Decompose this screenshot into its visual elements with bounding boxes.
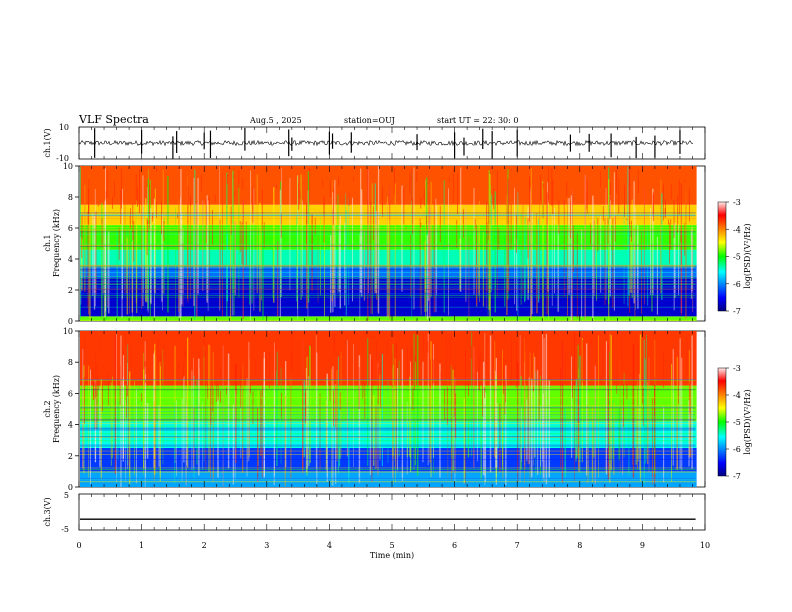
spectrogram-band — [80, 385, 697, 422]
colorbar-tick-label: -6 — [733, 445, 741, 454]
ytick-label: 8 — [68, 193, 73, 202]
ch1-ylabel: ch.1(V) — [43, 128, 52, 157]
ch1-spectrogram-image — [79, 166, 697, 321]
xtick-label: 1 — [139, 541, 144, 550]
spectrogram-band — [80, 331, 697, 386]
ch1-spectrogram-yticks: 0 2 4 6 8 10 — [63, 162, 79, 326]
ch2-spectrogram-ylabel-freq: Frequency (kHz) — [52, 375, 61, 443]
ch1-waveform-panel: 10 -10 ch.1(V) — [43, 123, 706, 163]
x-tick-marks — [78, 127, 706, 530]
station-label: station=OUJ — [344, 116, 395, 125]
ch2-spectrogram-ylabel-ch: ch.2 — [43, 400, 52, 417]
colorbar-tick-label: -3 — [733, 364, 741, 373]
ch3-ytick-top: 5 — [64, 491, 69, 500]
xtick-label: 10 — [700, 541, 710, 550]
ch1-spectrogram-ylabel-freq: Frequency (kHz) — [52, 209, 61, 277]
ch2-colorbar: -3 -4 -5 -6 -7 log(PSD)(V²/Hz) — [717, 364, 752, 481]
xtick-label: 7 — [515, 541, 520, 550]
ch1-ytick-bottom: -10 — [56, 154, 69, 163]
spectrogram-band — [80, 316, 697, 321]
ch1-colorbar-bar — [717, 201, 727, 312]
xtick-label: 4 — [327, 541, 332, 550]
ch2-colorbar-label: log(PSD)(V²/Hz) — [743, 389, 752, 454]
ch3-ylabel: ch.3(V) — [43, 497, 52, 526]
ch2-colorbar-ticks: -3 -4 -5 -6 -7 — [726, 364, 741, 481]
ytick-label: 2 — [68, 286, 73, 295]
xtick-label: 6 — [452, 541, 457, 550]
ch1-colorbar-label: log(PSD)(V²/Hz) — [743, 223, 752, 288]
ch1-spectrogram-ylabel-ch: ch.1 — [43, 234, 52, 251]
xtick-label: 8 — [577, 541, 582, 550]
colorbar-tick-label: -4 — [733, 391, 741, 400]
x-tick-labels: 0 1 2 3 4 5 6 7 8 9 10 — [76, 541, 710, 550]
ytick-label: 6 — [68, 224, 73, 233]
start-time-label: start UT = 22: 30: 0 — [437, 116, 518, 125]
ytick-label: 2 — [68, 452, 73, 461]
ch2-spectrogram-yticks: 0 2 4 6 8 10 — [63, 327, 79, 492]
xtick-label: 5 — [389, 541, 394, 550]
spectrogram-band — [80, 421, 697, 448]
ch1-spikes — [94, 127, 681, 159]
ytick-label: 4 — [68, 421, 73, 430]
colorbar-tick-label: -5 — [733, 418, 741, 427]
ytick-label: 8 — [68, 358, 73, 367]
colorbar-tick-label: -7 — [733, 307, 741, 316]
ch1-ytick-top: 10 — [59, 123, 69, 132]
xtick-label: 3 — [264, 541, 269, 550]
colorbar-tick-label: -5 — [733, 253, 741, 262]
ch3-waveform-panel: 5 -5 ch.3(V) — [43, 491, 706, 534]
ch1-colorbar: -3 -4 -5 -6 -7 log(PSD)(V²/Hz) — [717, 198, 752, 316]
colorbar-tick-label: -4 — [733, 225, 741, 234]
ytick-label: 0 — [68, 317, 73, 326]
ytick-label: 0 — [68, 483, 73, 492]
ch2-spectrogram-panel: 0 2 4 6 8 10 ch.2 Frequency (kHz) — [43, 327, 706, 492]
spectrogram-band — [80, 166, 697, 205]
xtick-label: 2 — [202, 541, 207, 550]
x-axis-label: Time (min) — [370, 551, 414, 560]
ch1-spectrogram-panel: 0 2 4 6 8 10 ch.1 Frequency (kHz) — [43, 162, 706, 326]
ytick-label: 10 — [63, 162, 73, 171]
date-label: Aug.5 , 2025 — [249, 116, 302, 125]
ch1-waveform-line — [78, 139, 694, 147]
ytick-label: 10 — [63, 327, 73, 336]
colorbar-tick-label: -6 — [733, 280, 741, 289]
ch3-ytick-bottom: -5 — [61, 525, 69, 534]
figure-title: VLF Spectra — [78, 113, 149, 126]
ytick-label: 6 — [68, 389, 73, 398]
ch1-colorbar-ticks: -3 -4 -5 -6 -7 — [726, 198, 741, 316]
ytick-label: 4 — [68, 255, 73, 264]
ch2-spectrogram-image — [80, 331, 697, 487]
xtick-label: 0 — [76, 541, 81, 550]
ch2-colorbar-bar — [717, 367, 727, 477]
colorbar-tick-label: -7 — [733, 472, 741, 481]
colorbar-tick-label: -3 — [733, 198, 741, 207]
xtick-label: 9 — [640, 541, 645, 550]
